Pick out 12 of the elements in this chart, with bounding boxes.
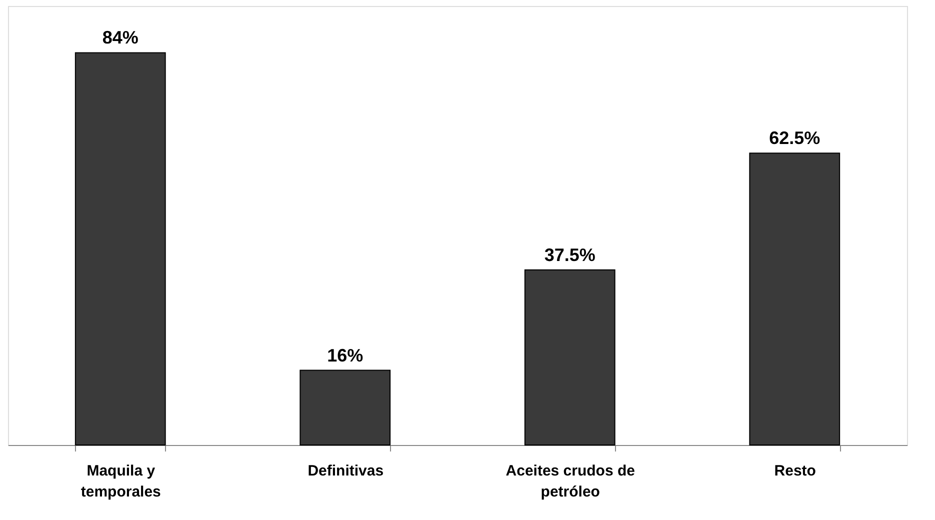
x-tick-label: Resto <box>774 462 816 480</box>
x-tick-label: Definitivas <box>308 462 384 480</box>
bar <box>300 370 391 446</box>
bar <box>74 52 166 446</box>
x-tick-label: Aceites crudos de petróleo <box>506 462 635 500</box>
data-label: 37.5% <box>544 244 596 265</box>
x-tick-label: Maquila y temporales <box>80 462 161 500</box>
data-label: 84% <box>102 28 138 48</box>
data-label: 62.5% <box>769 128 820 148</box>
data-label: 16% <box>327 345 364 366</box>
bar <box>749 152 840 446</box>
bar <box>524 269 616 446</box>
